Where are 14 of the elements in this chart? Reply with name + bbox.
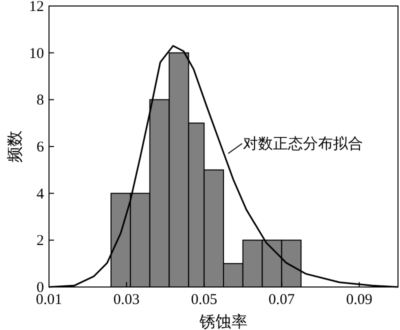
y-tick-label: 8: [36, 92, 44, 109]
x-tick-label: 0.03: [113, 292, 140, 308]
x-tick-label: 0.01: [36, 292, 62, 308]
y-tick-label: 10: [29, 46, 44, 62]
x-axis-title: 锈蚀率: [198, 313, 248, 330]
y-tick-label: 12: [29, 0, 44, 15]
annotation: 对数正态分布拟合: [243, 136, 364, 153]
x-tick-label: 0.09: [346, 292, 372, 308]
y-tick-label: 6: [36, 140, 44, 156]
x-tick-label: 0.07: [268, 292, 296, 308]
y-tick-label: 4: [36, 186, 44, 202]
y-tick-label: 2: [36, 233, 44, 250]
x-tick-label: 0.05: [190, 292, 218, 308]
y-axis-title: 频数: [7, 130, 24, 162]
